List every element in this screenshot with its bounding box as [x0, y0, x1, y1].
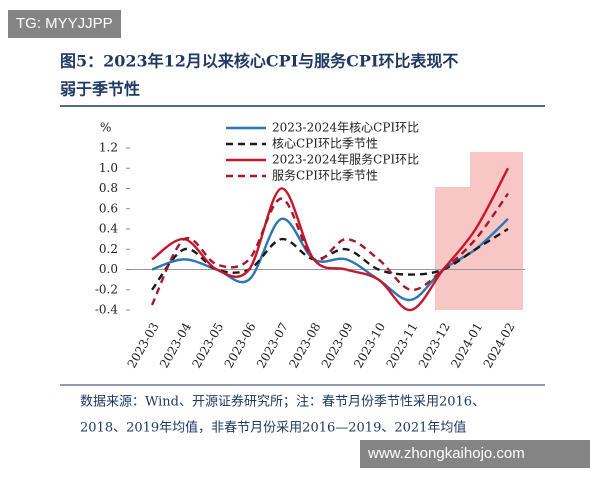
- series-line: [150, 192, 509, 306]
- legend-label: 服务CPI环比季节性: [272, 168, 378, 183]
- x-tick-label: 2023-07: [254, 320, 291, 370]
- y-tick-label: -0.2: [95, 282, 118, 296]
- x-tick-label: 2024-02: [481, 320, 518, 370]
- x-tick-label: 2023-03: [125, 320, 162, 370]
- x-tick-label: 2023-10: [351, 320, 388, 370]
- source-note: 2018、2019年均值，非春节月份采用2016—2019、2021年均值: [80, 420, 466, 436]
- y-tick-label: 1.2: [99, 141, 118, 155]
- x-tick-label: 2023-06: [222, 320, 259, 370]
- x-tick-label: 2023-08: [286, 320, 323, 370]
- legend-box: [218, 119, 470, 187]
- y-tick-label: 0.6: [99, 201, 118, 215]
- y-tick-label: 0.2: [99, 242, 118, 256]
- x-tick-label: 2023-05: [189, 320, 226, 370]
- y-tick-label: 1.0: [99, 161, 118, 175]
- y-tick-label: -0.4: [95, 303, 119, 317]
- watermark: TG: MYYJJPP: [8, 10, 121, 38]
- x-tick-label: 2023-12: [416, 320, 453, 370]
- source-note: 数据来源：Wind、开源证券研究所；注：春节月份季节性采用2016、: [80, 394, 485, 410]
- legend-label: 核心CPI环比季节性: [272, 137, 378, 151]
- y-tick-label: 0.8: [99, 181, 118, 195]
- x-tick-label: 2023-11: [383, 320, 420, 370]
- y-tick-label: 0.4: [99, 222, 118, 236]
- x-tick-label: 2023-09: [319, 320, 356, 370]
- legend-label: 2023-2024年服务CPI环比: [272, 152, 419, 167]
- x-tick-label: 2024-01: [448, 320, 485, 370]
- chart-title: 弱于季节性: [60, 80, 140, 99]
- watermark: www.zhongkaihojo.com: [360, 440, 590, 468]
- chart-title: 图5：2023年12月以来核心CPI与服务CPI环比表现不: [60, 52, 458, 71]
- y-axis-label: %: [100, 121, 111, 135]
- y-tick-label: 0.0: [99, 262, 118, 276]
- legend-label: 2023-2024年核心CPI环比: [272, 121, 419, 135]
